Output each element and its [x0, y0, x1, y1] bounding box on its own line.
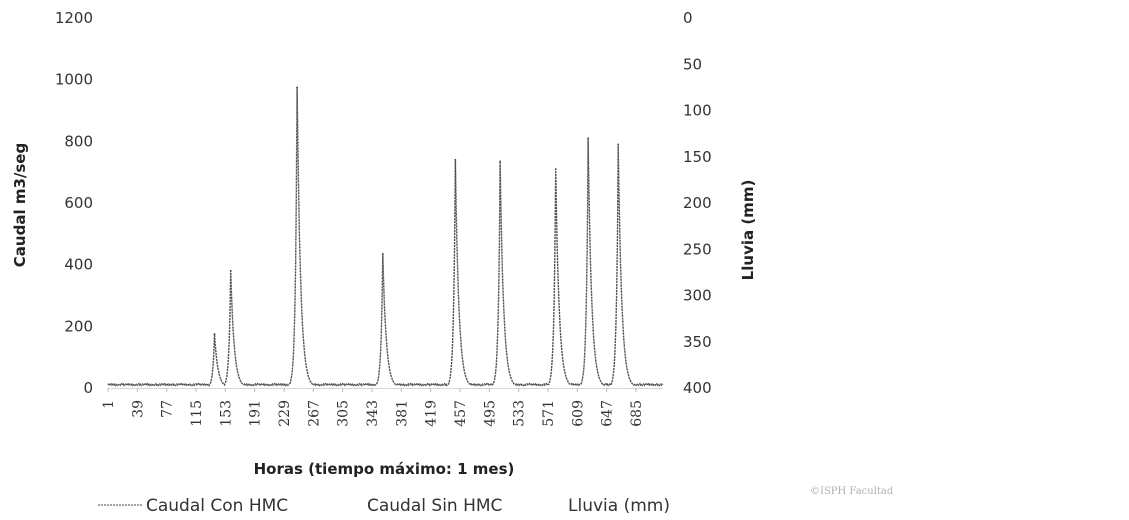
peak-point [381, 252, 384, 255]
x-tick-label: 77 [160, 400, 176, 418]
x-tick-label: 457 [453, 400, 469, 427]
x-tick-label: 1 [101, 400, 117, 409]
y2-tick-label: 250 [683, 240, 712, 258]
x-axis-ticks: 1 39 77 115 153 191 229 267 305 343 381 419 457 495 53… [101, 388, 645, 427]
x-tick-label: 153 [218, 400, 234, 427]
y-tick-label: 200 [64, 317, 93, 335]
y-tick-label: 400 [64, 256, 93, 274]
x-tick-label: 647 [600, 400, 616, 427]
y-tick-label: 600 [64, 194, 93, 212]
peak-point [587, 137, 590, 140]
x-tick-label: 267 [306, 400, 322, 427]
y-tick-label: 1000 [55, 71, 93, 89]
series-line-caudal-con-hmc [107, 87, 664, 387]
x-tick-label: 381 [394, 400, 410, 427]
y2-tick-label: 400 [683, 379, 712, 397]
legend: Caudal Con HMC Caudal Sin HMC Lluvia (mm… [98, 496, 670, 516]
x-tick-label: 495 [482, 400, 498, 427]
peak-point [499, 160, 502, 163]
y2-axis-ticks: 0 50 100 150 200 250 300 350 400 [683, 9, 712, 397]
peak-point [617, 143, 620, 146]
x-tick-label: 305 [336, 400, 352, 427]
legend-label-caudal-con-hmc: Caudal Con HMC [146, 496, 288, 516]
y2-tick-label: 300 [683, 287, 712, 305]
peak-point [213, 333, 216, 335]
x-axis-title: Horas (tiempo máximo: 1 mes) [254, 460, 515, 478]
peak-point [554, 168, 557, 170]
y2-tick-label: 0 [683, 9, 693, 27]
x-tick-label: 419 [424, 400, 440, 427]
legend-label-caudal-sin-hmc: Caudal Sin HMC [367, 496, 502, 516]
series-layer [107, 86, 664, 387]
y-tick-label: 1200 [55, 9, 93, 27]
x-tick-label: 685 [629, 400, 645, 427]
x-tick-label: 533 [512, 400, 528, 427]
x-tick-label: 115 [189, 400, 205, 427]
watermark-text: ©ISPH Facultad [810, 486, 894, 497]
x-tick-label: 39 [130, 400, 146, 418]
y2-tick-label: 200 [683, 194, 712, 212]
y-tick-label: 800 [64, 132, 93, 150]
y2-tick-label: 50 [683, 55, 702, 73]
y-axis-ticks: 0 200 400 600 800 1000 1200 [55, 9, 93, 397]
x-tick-label: 343 [365, 400, 381, 427]
peak-point [454, 158, 457, 161]
peak-point [296, 86, 299, 89]
x-tick-label: 229 [277, 400, 293, 427]
y2-tick-label: 350 [683, 333, 712, 351]
y-tick-label: 0 [83, 379, 93, 397]
y2-tick-label: 100 [683, 102, 712, 120]
x-tick-label: 571 [541, 400, 557, 427]
y-axis-title: Caudal m3/seg [11, 143, 29, 267]
series-line-caudal-sin-hmc [107, 91, 664, 387]
y2-axis-title: Lluvia (mm) [739, 180, 757, 281]
x-tick-label: 191 [248, 400, 264, 427]
peak-point [229, 269, 232, 272]
y2-tick-label: 150 [683, 148, 712, 166]
x-tick-label: 609 [570, 400, 586, 427]
legend-label-lluvia: Lluvia (mm) [568, 496, 670, 516]
